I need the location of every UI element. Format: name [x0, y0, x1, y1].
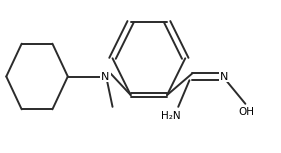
- Text: H₂N: H₂N: [162, 111, 181, 121]
- Text: OH: OH: [239, 107, 255, 117]
- Text: N: N: [220, 71, 228, 82]
- Text: N: N: [101, 71, 110, 82]
